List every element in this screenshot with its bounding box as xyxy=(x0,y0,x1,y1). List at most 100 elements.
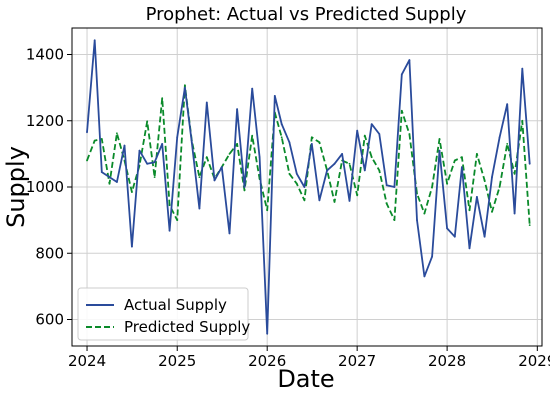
actual-supply-point xyxy=(251,87,254,90)
predicted-supply-point xyxy=(476,153,478,155)
predicted-supply-point xyxy=(333,201,336,203)
predicted-supply-point xyxy=(131,191,133,193)
actual-supply-point xyxy=(385,184,388,187)
predicted-supply-point xyxy=(393,219,396,222)
predicted-supply-point xyxy=(356,194,359,197)
actual-supply-point xyxy=(468,247,471,250)
predicted-supply-point xyxy=(423,212,426,215)
actual-supply-point xyxy=(108,176,111,179)
legend: Actual Supply Predicted Supply xyxy=(77,287,250,341)
actual-supply-point xyxy=(393,186,396,188)
series-layer xyxy=(86,39,531,335)
actual-supply-point xyxy=(184,86,186,89)
y-axis-label: Supply xyxy=(2,146,30,228)
predicted-supply-point xyxy=(303,199,306,202)
actual-supply-point xyxy=(483,235,486,238)
actual-supply-point xyxy=(236,108,239,111)
actual-supply-point xyxy=(356,129,359,132)
actual-supply-point xyxy=(326,169,328,172)
tick-layer: 600 800 1000 1200 1400 2024 2025 2026 2027 2028 20… xyxy=(26,46,550,371)
actual-supply-point xyxy=(205,101,208,104)
predicted-supply-point xyxy=(528,224,531,227)
actual-supply-point xyxy=(228,232,231,235)
actual-supply-point xyxy=(333,162,336,165)
actual-supply-point xyxy=(528,162,531,165)
actual-supply-point xyxy=(190,141,193,144)
predicted-supply-point xyxy=(176,219,179,222)
actual-supply-line xyxy=(86,39,531,335)
predicted-supply-point xyxy=(491,210,493,213)
actual-supply-point xyxy=(116,181,118,183)
predicted-supply-point xyxy=(453,159,456,162)
predicted-supply-point xyxy=(438,138,441,140)
predicted-supply-point xyxy=(161,97,164,100)
actual-supply-point xyxy=(288,141,291,144)
predicted-supply-point xyxy=(318,141,321,144)
predicted-supply-point xyxy=(521,119,524,122)
predicted-supply-point xyxy=(431,186,433,188)
actual-supply-point xyxy=(220,166,223,169)
actual-supply-point xyxy=(243,186,246,188)
actual-supply-point xyxy=(453,235,456,238)
predicted-supply-point xyxy=(198,176,201,179)
legend-actual-label: Actual Supply xyxy=(124,296,227,314)
actual-supply-point xyxy=(100,171,103,174)
predicted-supply-point xyxy=(251,134,254,137)
actual-supply-point xyxy=(476,196,478,198)
predicted-supply-point xyxy=(108,182,111,185)
x-axis-label: Date xyxy=(277,365,334,393)
x-tick-label: 2026 xyxy=(248,352,286,370)
x-tick-label: 2027 xyxy=(338,352,376,370)
actual-supply-point xyxy=(423,275,426,278)
legend-box xyxy=(77,287,249,341)
actual-supply-point xyxy=(378,133,381,135)
predicted-supply-point xyxy=(513,172,516,175)
y-tick-label: 1200 xyxy=(26,112,64,130)
actual-supply-point xyxy=(295,172,298,175)
actual-supply-point xyxy=(521,67,524,70)
predicted-supply-point xyxy=(461,156,463,159)
actual-supply-point xyxy=(153,161,156,164)
predicted-supply-point xyxy=(288,172,291,175)
predicted-supply-point xyxy=(498,186,501,188)
predicted-supply-point xyxy=(468,209,471,212)
actual-supply-point xyxy=(131,245,133,248)
actual-supply-point xyxy=(461,166,463,169)
actual-supply-point xyxy=(416,219,418,222)
x-tick-label: 2024 xyxy=(68,352,106,370)
x-tick-label: 2028 xyxy=(428,352,466,370)
actual-supply-point xyxy=(168,229,171,232)
actual-supply-point xyxy=(341,153,343,155)
actual-supply-point xyxy=(303,186,306,188)
actual-supply-point xyxy=(258,156,261,159)
predicted-supply-point xyxy=(483,179,486,182)
predicted-supply-point xyxy=(363,134,366,137)
predicted-supply-point xyxy=(400,109,403,112)
predicted-supply-point xyxy=(228,153,231,155)
actual-supply-point xyxy=(198,207,201,210)
predicted-supply-point xyxy=(506,143,509,145)
actual-supply-point xyxy=(273,95,276,97)
actual-supply-point xyxy=(370,123,373,125)
actual-supply-point xyxy=(431,255,433,258)
x-tick-label: 2025 xyxy=(158,352,196,370)
predicted-supply-point xyxy=(378,169,381,172)
actual-supply-point xyxy=(363,169,366,172)
predicted-supply-point xyxy=(280,136,283,139)
predicted-supply-point xyxy=(168,204,171,207)
actual-supply-point xyxy=(400,73,403,76)
actual-supply-point xyxy=(438,149,441,152)
predicted-supply-line xyxy=(86,84,531,226)
y-tick-label: 1400 xyxy=(26,46,64,64)
actual-supply-point xyxy=(123,144,126,147)
actual-supply-point xyxy=(213,179,216,182)
predicted-supply-point xyxy=(243,189,246,192)
y-tick-label: 1000 xyxy=(26,178,64,196)
predicted-supply-point xyxy=(370,156,373,159)
predicted-supply-point xyxy=(205,156,208,159)
legend-predicted-label: Predicted Supply xyxy=(124,318,250,336)
x-tick-label: 2029 xyxy=(518,352,550,370)
predicted-supply-point xyxy=(93,139,96,142)
